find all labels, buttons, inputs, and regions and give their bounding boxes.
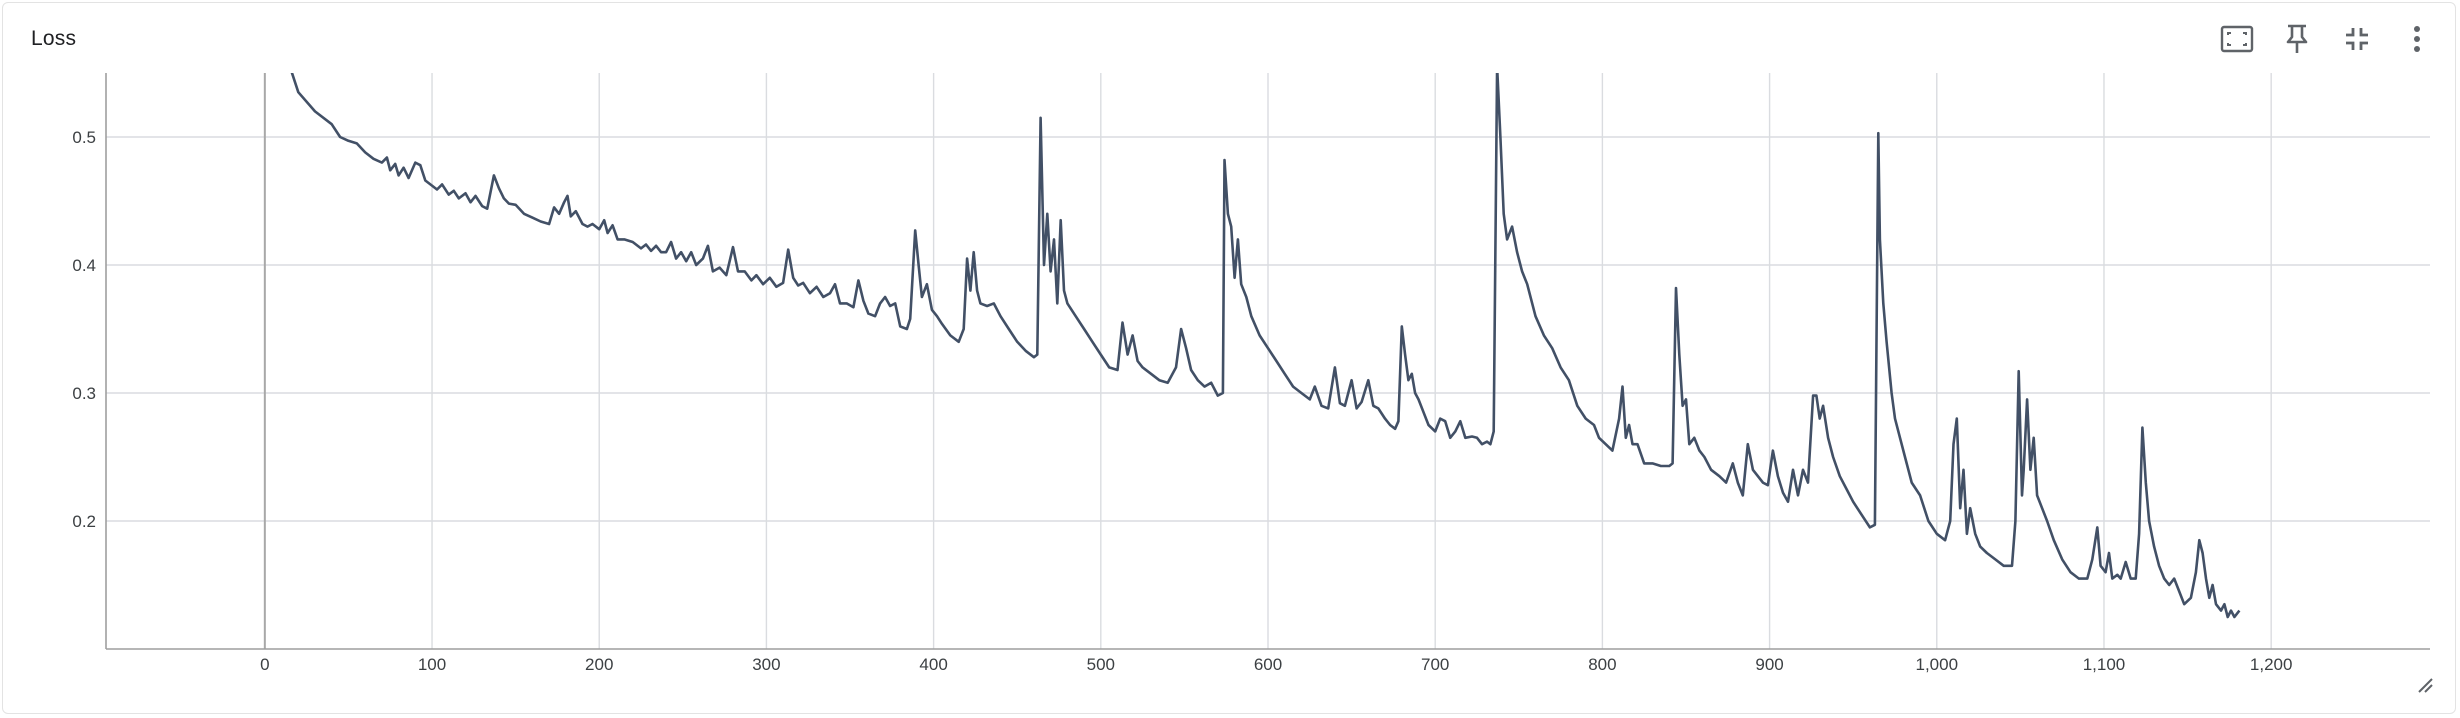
resize-icon: [2418, 678, 2433, 693]
x-tick-label: 500: [1087, 655, 1115, 674]
collapse-icon: [2346, 28, 2368, 50]
x-tick-label: 300: [752, 655, 780, 674]
x-tick-label: 1,100: [2083, 655, 2126, 674]
pin-icon: [2286, 24, 2308, 53]
x-tick-labels: 0 100 200 300 400 500 600 700 800 900 1,000 1,100 1,…: [260, 655, 2292, 674]
x-tick-label: 0: [260, 655, 269, 674]
x-tick-label: 900: [1755, 655, 1783, 674]
x-tick-label: 700: [1421, 655, 1449, 674]
y-tick-label: 0.2: [72, 512, 96, 531]
x-tick-label: 100: [418, 655, 446, 674]
resize-handle[interactable]: [2415, 675, 2433, 693]
axes: [105, 73, 2430, 650]
collapse-button[interactable]: [2339, 21, 2375, 57]
x-tick-label: 1,000: [1916, 655, 1959, 674]
y-tick-labels: 0.2 0.3 0.4 0.5: [72, 128, 96, 531]
more-options-button[interactable]: [2399, 21, 2435, 57]
chart-toolbar: [2219, 21, 2435, 57]
fit-domain-button[interactable]: [2219, 21, 2255, 57]
x-tick-label: 800: [1588, 655, 1616, 674]
more-vert-icon: [2414, 26, 2420, 52]
x-tick-label: 400: [919, 655, 947, 674]
loss-series-line: [290, 73, 2241, 619]
fit-domain-icon: [2220, 25, 2254, 53]
chart-title: Loss: [31, 27, 77, 50]
series-lines: [290, 73, 2241, 619]
pin-button[interactable]: [2279, 21, 2315, 57]
x-tick-label: 600: [1254, 655, 1282, 674]
x-tick-label: 200: [585, 655, 613, 674]
x-tick-label: 1,200: [2250, 655, 2293, 674]
loss-line-chart[interactable]: 0 100 200 300 400 500 600 700 800 900 1,000 1,100 1,…: [3, 3, 2457, 715]
y-tick-label: 0.4: [72, 256, 96, 275]
y-tick-label: 0.3: [72, 384, 96, 403]
grid-lines: [106, 73, 2430, 649]
y-tick-label: 0.5: [72, 128, 96, 147]
